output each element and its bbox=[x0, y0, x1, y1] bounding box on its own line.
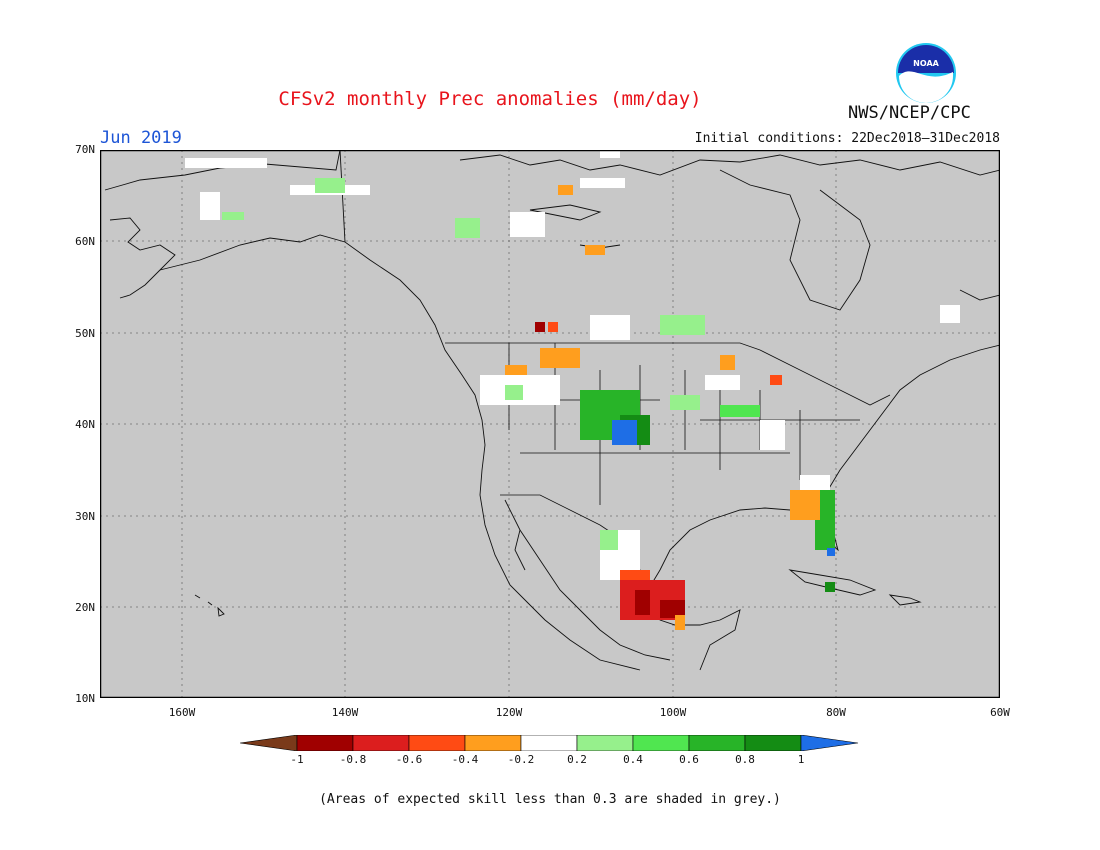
lon-label: 140W bbox=[331, 706, 359, 719]
colorbar-bin bbox=[688, 735, 746, 751]
lon-label: 160W bbox=[168, 706, 196, 719]
colorbar bbox=[240, 735, 859, 751]
lat-label: 70N bbox=[75, 143, 95, 156]
agency-label: NWS/NCEP/CPC bbox=[848, 103, 971, 123]
anomaly-cells bbox=[185, 150, 960, 630]
colorbar-bin bbox=[352, 735, 410, 751]
lat-label: 30N bbox=[75, 510, 95, 523]
skill-footnote: (Areas of expected skill less than 0.3 a… bbox=[319, 792, 781, 807]
colorbar-label: 0.8 bbox=[735, 753, 755, 766]
logo-text: NOAA bbox=[913, 59, 939, 68]
colorbar-label: 0.6 bbox=[679, 753, 699, 766]
lon-label: 100W bbox=[659, 706, 687, 719]
lat-label: 50N bbox=[75, 327, 95, 340]
colorbar-label: -0.6 bbox=[395, 753, 423, 766]
colorbar-bin bbox=[464, 735, 522, 751]
lat-label: 60N bbox=[75, 235, 95, 248]
colorbar-bin bbox=[520, 735, 578, 751]
colorbar-bin bbox=[576, 735, 634, 751]
colorbar-label: 0.2 bbox=[567, 753, 587, 766]
lat-label: 40N bbox=[75, 418, 95, 431]
colorbar-label: -1 bbox=[290, 753, 304, 766]
colorbar-bin bbox=[632, 735, 690, 751]
map-frame bbox=[100, 150, 1000, 698]
initial-conditions: Initial conditions: 22Dec2018–31Dec2018 bbox=[694, 131, 1000, 146]
lon-label: 120W bbox=[495, 706, 523, 719]
colorbar-label: -0.2 bbox=[507, 753, 535, 766]
colorbar-label: 0.4 bbox=[623, 753, 643, 766]
lat-label: 10N bbox=[75, 692, 95, 705]
lat-label: 20N bbox=[75, 601, 95, 614]
chart-title: CFSv2 monthly Prec anomalies (mm/day) bbox=[278, 88, 702, 110]
lon-label: 60W bbox=[990, 706, 1010, 719]
colorbar-label: -0.8 bbox=[339, 753, 367, 766]
colorbar-arrow-low bbox=[240, 735, 298, 751]
lon-label: 80W bbox=[826, 706, 846, 719]
map-panel bbox=[100, 150, 1000, 698]
colorbar-label: -0.4 bbox=[451, 753, 479, 766]
forecast-month: Jun 2019 bbox=[100, 128, 182, 148]
colorbar-bin bbox=[408, 735, 466, 751]
colorbar-arrow-high bbox=[800, 735, 859, 751]
colorbar-bin bbox=[744, 735, 802, 751]
colorbar-label: 1 bbox=[797, 753, 805, 766]
noaa-logo: NOAA bbox=[896, 43, 956, 103]
colorbar-bin bbox=[296, 735, 354, 751]
